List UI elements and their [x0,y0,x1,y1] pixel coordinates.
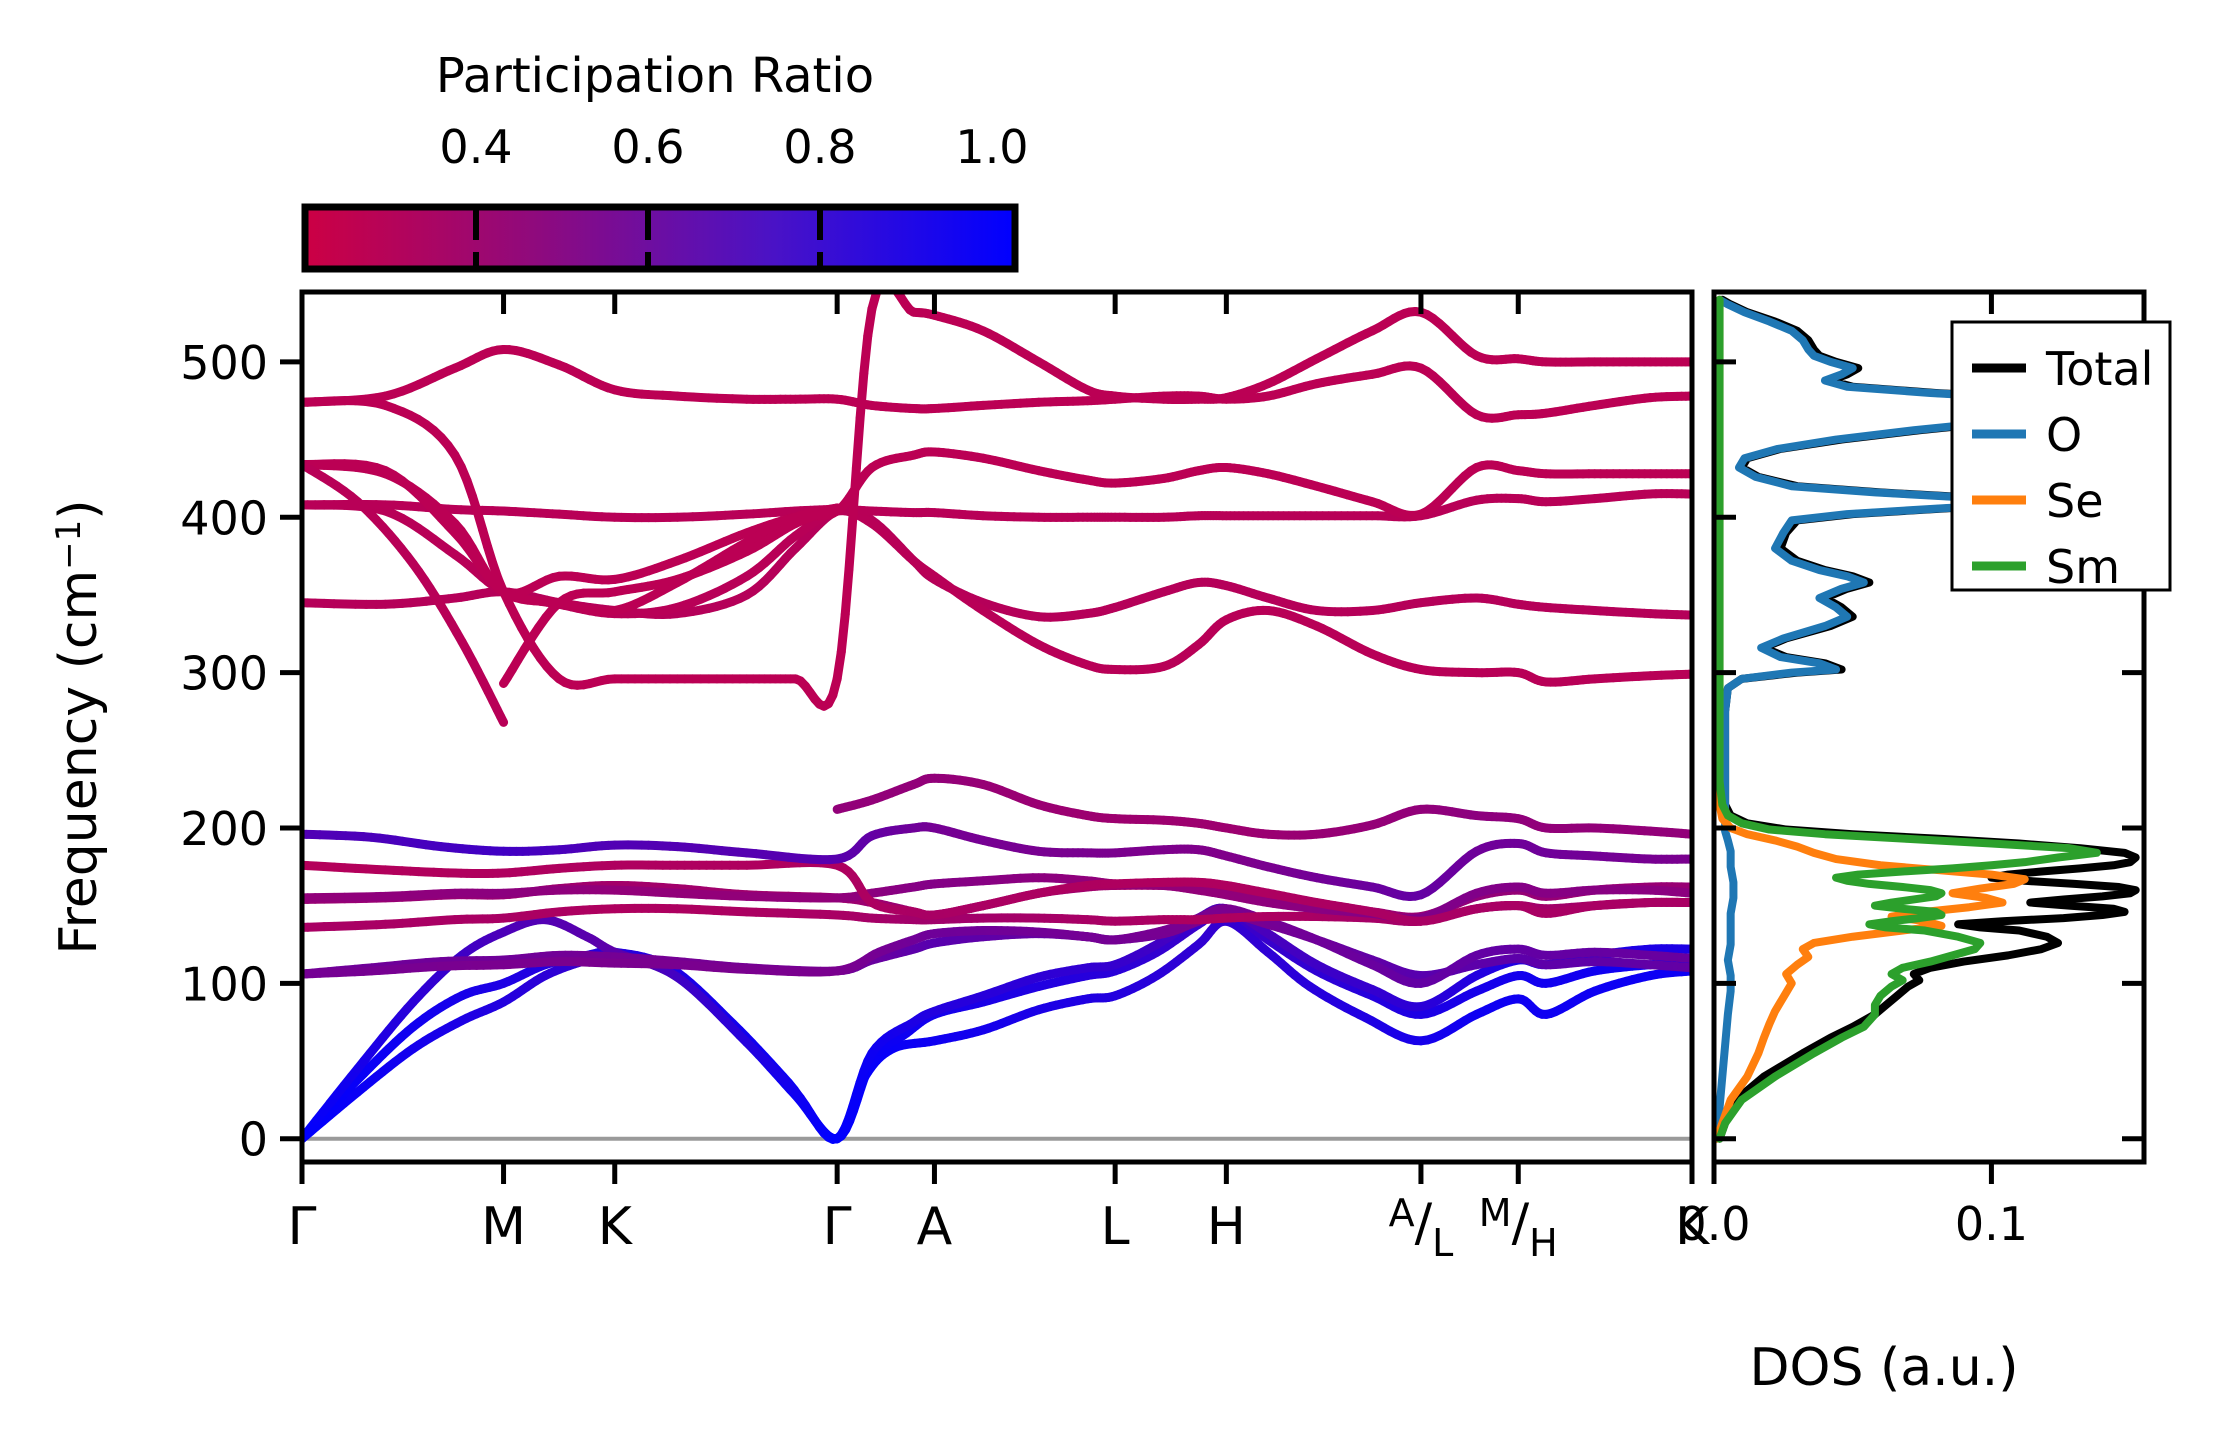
band-segment [836,609,850,657]
band-panel-frame [299,289,1695,1165]
band-segment [851,413,865,473]
dos-x-tick-labels: 0.0 0.1 [1677,1197,2028,1251]
legend-label-se: Se [2046,474,2104,528]
colorbar-group: Participation Ratio 0.4 0.6 0.8 1.0 [301,48,1029,273]
band-segment [829,503,842,514]
colorbar-tick-labels: 0.4 0.6 0.8 1.0 [439,120,1028,174]
legend-label-sm: Sm [2046,540,2120,594]
band-segment [855,368,869,423]
kpoint-label-7: A/L [1389,1191,1454,1265]
dos-curve-sm [1715,295,2101,1143]
dos-panel: 0.0 0.1 DOS (a.u.) Total O Se Sm [1677,289,2172,1398]
dos-curve-o [1714,295,2129,1143]
band-curves [302,283,1692,1144]
band-segment [832,647,846,684]
band-y-tick-label: 0 [239,1113,268,1167]
kpoint-label-6: H [1207,1197,1246,1257]
dos-panel-frame [1711,289,2147,1165]
band-segment [863,304,877,341]
kpoint-label-4: A [917,1197,953,1257]
kpoint-label-5: L [1101,1197,1130,1257]
band-segment [496,712,509,727]
band-y-tick-label: 100 [180,957,268,1011]
band-y-tick-label: 300 [180,647,268,701]
legend-label-total: Total [2045,342,2153,396]
band-panel: 0 100 200 300 400 500 Γ M K Γ A L H A/L M/H K Frequenc… [49,283,1711,1265]
colorbar-title: Participation Ratio [436,48,874,104]
band-segment [840,564,854,619]
kpoint-label-2: K [598,1197,634,1257]
kpoint-label-9: K [1675,1197,1711,1257]
dos-x-tick-label: 0.1 [1955,1197,2028,1251]
kpoint-label-0: Γ [288,1197,317,1257]
colorbar-tick-0: 0.4 [439,120,512,174]
band-segment [848,463,861,524]
band-segment [886,283,891,285]
dos-x-tick-label: 0.0 [1677,1197,1750,1251]
band-y-tick-label: 400 [180,491,268,545]
band-y-tick-label: 200 [180,802,268,856]
dos-legend: Total O Se Sm [1950,320,2172,594]
colorbar-gradient [305,207,1015,269]
band-y-tick-labels: 0 100 200 300 400 500 [180,336,268,1167]
colorbar-frame [301,203,1019,273]
kpoint-label-3: Γ [823,1197,852,1257]
frequency-axis-title: Frequency (cm−1) [49,499,109,954]
band-y-tick-label: 500 [180,336,268,390]
colorbar-tick-2: 0.8 [783,120,856,174]
band-x-tick-labels: Γ M K Γ A L H A/L M/H K [288,1191,1711,1265]
band-segment [844,514,858,574]
band-x-ticks [299,292,1695,1184]
legend-label-o: O [2046,408,2082,462]
colorbar-tick-1: 0.6 [611,120,684,174]
band-segment [859,331,873,378]
legend-items: Total O Se Sm [1972,342,2153,594]
colorbar-tick-3: 1.0 [955,120,1028,174]
dos-x-ticks [1711,292,1994,1184]
dos-axis-title: DOS (a.u.) [1750,1338,2019,1398]
kpoint-label-1: M [481,1197,526,1257]
kpoint-label-8: M/H [1479,1191,1558,1265]
band-segment [881,283,886,285]
band-y-ticks [280,359,302,1142]
frequency-axis-title-text: Frequency (cm [49,570,109,955]
